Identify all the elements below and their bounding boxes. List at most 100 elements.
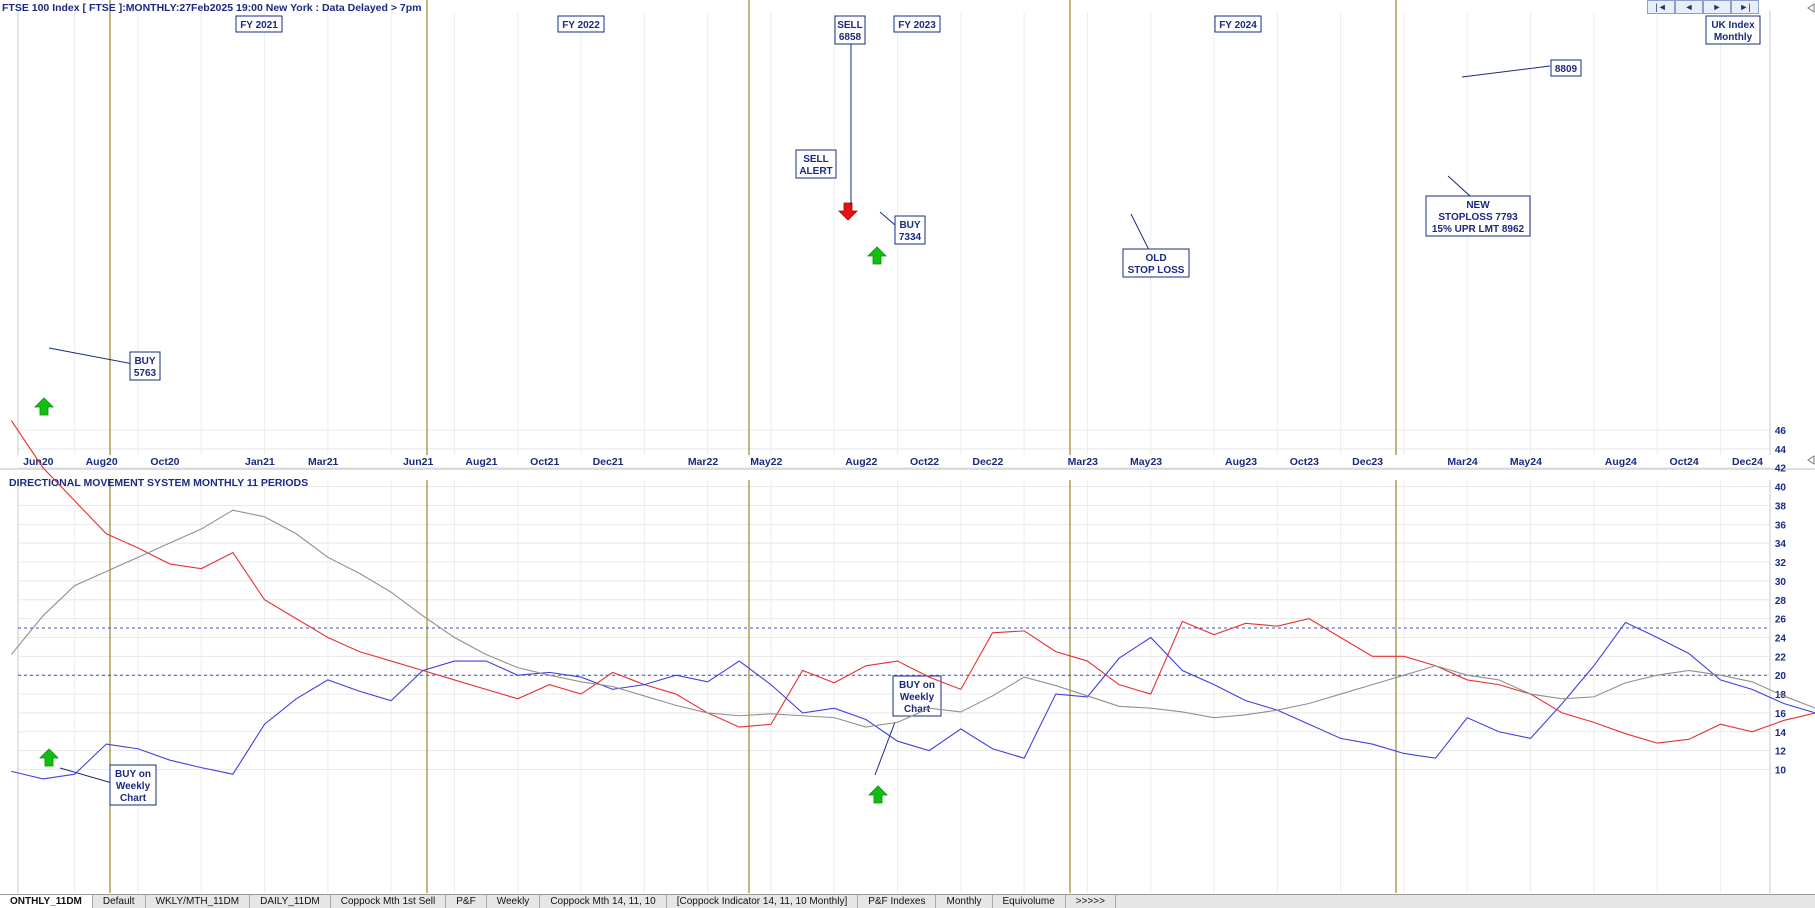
dms-y-tick-label: 16	[1775, 709, 1787, 720]
x-tick-label: Dec23	[1352, 456, 1383, 468]
fiscal-year-box	[893, 15, 941, 33]
tab-3[interactable]: DAILY_11DM	[250, 895, 331, 908]
buy-weekly-note-label: BUY on	[899, 680, 935, 691]
tab-bar: ONTHLY_11DM Default WKLY/MTH_11DM DAILY_11D…	[0, 894, 1815, 908]
x-tick-label: Jun21	[403, 456, 434, 468]
uk-index-note-label: Monthly	[1714, 32, 1753, 43]
x-tick-label: Aug21	[465, 456, 497, 468]
sell-alert-note-label: ALERT	[799, 166, 832, 177]
annotation-connector	[879, 211, 896, 226]
x-tick-label: Oct23	[1290, 456, 1319, 468]
dms-y-tick-label: 22	[1775, 652, 1787, 663]
tab-2[interactable]: WKLY/MTH_11DM	[146, 895, 251, 908]
tab-4[interactable]: Coppock Mth 1st Sell	[331, 895, 447, 908]
x-tick-label: Aug22	[845, 456, 877, 468]
sell-6858-note-label: SELL	[837, 20, 863, 31]
dms-y-tick-label: 18	[1775, 690, 1787, 701]
dms-y-tick-label: 26	[1775, 615, 1787, 626]
tab-8[interactable]: [Coppock Indicator 14, 11, 10 Monthly]	[667, 895, 859, 908]
fiscal-year-label: FY 2024	[1219, 20, 1257, 31]
next-icon[interactable]: ►	[1703, 0, 1731, 14]
x-tick-label: Mar21	[308, 456, 339, 468]
dms-y-tick-label: 34	[1775, 539, 1787, 550]
scroll-marker-icon	[1807, 3, 1815, 13]
scroll-marker-icon	[1807, 455, 1815, 465]
prev-icon[interactable]: ◄	[1675, 0, 1703, 14]
tab-11[interactable]: Equivolume	[993, 895, 1066, 908]
dms-series-line	[10, 509, 1815, 728]
buy-7334-note-label: BUY	[899, 220, 920, 231]
dms-y-tick-label: 24	[1775, 633, 1787, 644]
sell-6858-note-label: 6858	[839, 32, 862, 43]
annotation-connector	[1130, 213, 1150, 251]
tab-0[interactable]: ONTHLY_11DM	[0, 895, 93, 908]
x-tick-label: Jun20	[23, 456, 54, 468]
chart-title: FTSE 100 Index [ FTSE ]:MONTHLY:27Feb202…	[2, 2, 421, 14]
new-stop-note-label: NEW	[1466, 200, 1490, 211]
x-tick-label: Mar22	[688, 456, 719, 468]
dms-y-tick-label: 30	[1775, 577, 1787, 588]
annotation-connector	[1461, 65, 1551, 78]
tab-5[interactable]: P&F	[446, 895, 487, 908]
annotation-connector	[1447, 175, 1471, 197]
dms-y-tick-label: 12	[1775, 747, 1787, 758]
fiscal-year-label: FY 2022	[562, 20, 600, 31]
tab-6[interactable]: Weekly	[487, 895, 541, 908]
buy-5763-note-box	[129, 351, 161, 381]
x-tick-label: Oct21	[530, 456, 559, 468]
buy-arrow-icon	[867, 246, 887, 265]
fiscal-year-box	[235, 15, 283, 33]
buy-weekly-note-box	[892, 675, 942, 717]
x-tick-label: Oct22	[910, 456, 939, 468]
x-tick-label: Mar24	[1447, 456, 1478, 468]
dms-series-line	[10, 420, 1815, 744]
x-tick-label: Oct24	[1670, 456, 1699, 468]
fiscal-year-box	[557, 15, 605, 33]
tab-7[interactable]: Coppock Mth 14, 11, 10	[540, 895, 667, 908]
upper-grid	[18, 12, 1770, 893]
tab-10[interactable]: Monthly	[936, 895, 993, 908]
buy-weekly-note-label: Weekly	[116, 781, 151, 792]
fiscal-year-label: FY 2021	[240, 20, 278, 31]
sell-alert-note-box	[795, 149, 837, 179]
dms-y-tick-label: 20	[1775, 671, 1787, 682]
tab-1[interactable]: Default	[93, 895, 146, 908]
buy-weekly-note-box	[109, 764, 157, 806]
x-tick-label: Dec21	[593, 456, 624, 468]
sell-alert-note-label: SELL	[803, 154, 829, 165]
uk-index-note-label: UK Index	[1711, 20, 1755, 31]
buy-5763-note-label: BUY	[134, 356, 155, 367]
uk-index-note-box	[1705, 15, 1761, 45]
buy-arrow-icon	[868, 785, 888, 804]
sell-arrow-icon	[838, 202, 858, 221]
dms-y-tick-label: 40	[1775, 483, 1787, 494]
buy-weekly-note-label: BUY on	[115, 769, 151, 780]
x-tick-label: May22	[750, 456, 782, 468]
last-price-note-box	[1550, 59, 1582, 77]
dms-y-tick-label: 38	[1775, 501, 1787, 512]
x-tick-label: Aug24	[1605, 456, 1637, 468]
x-tick-label: Aug23	[1225, 456, 1257, 468]
sell-6858-note-box	[834, 15, 866, 45]
dms-y-tick-label: 32	[1775, 558, 1787, 569]
old-stop-note-label: OLD	[1145, 253, 1166, 264]
new-stop-note-box	[1425, 195, 1531, 237]
chart-nav: |◄ ◄ ► ►|	[1647, 0, 1759, 14]
dms-y-tick-label: 42	[1775, 464, 1787, 475]
dms-y-tick-label: 36	[1775, 520, 1787, 531]
last-price-note-label: 8809	[1555, 64, 1578, 75]
buy-7334-note-label: 7334	[899, 232, 922, 243]
old-stop-note-box	[1122, 248, 1190, 278]
buy-arrow-icon	[39, 748, 59, 767]
dms-y-tick-label: 14	[1775, 728, 1787, 739]
last-icon[interactable]: ►|	[1731, 0, 1759, 14]
dms-y-tick-label: 44	[1775, 445, 1787, 456]
tab-9[interactable]: P&F Indexes	[858, 895, 937, 908]
dms-series-line	[11, 621, 1815, 780]
first-icon[interactable]: |◄	[1647, 0, 1675, 14]
x-tick-label: Mar23	[1068, 456, 1099, 468]
new-stop-note-label: 15% UPR LMT 8962	[1432, 224, 1525, 235]
tab-12[interactable]: >>>>>	[1066, 895, 1116, 908]
